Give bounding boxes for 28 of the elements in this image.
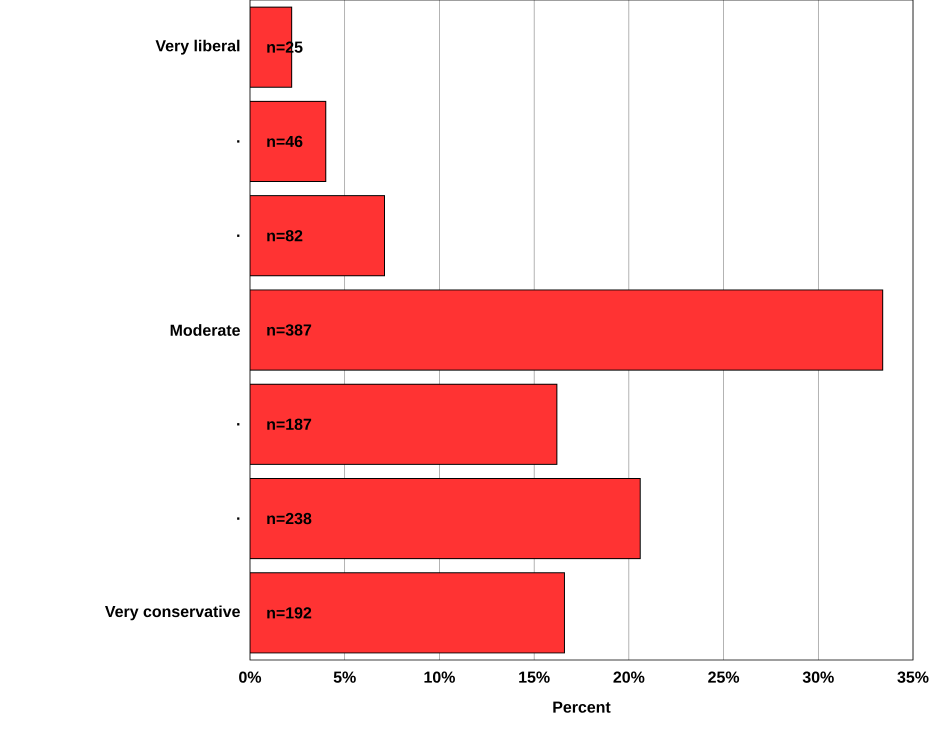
x-tick-label: 30% xyxy=(802,672,834,683)
annotation: n=238 xyxy=(267,512,312,524)
bar xyxy=(250,289,884,371)
y-tick-label: . xyxy=(237,517,240,520)
y-tick-label: Very liberal xyxy=(156,40,240,55)
annotation: n=187 xyxy=(267,418,312,430)
annotation: n=46 xyxy=(267,136,302,148)
y-tick-label: . xyxy=(237,234,240,237)
y-tick-label: . xyxy=(237,140,240,143)
annotation: n=192 xyxy=(267,607,312,619)
x-tick-label: 10% xyxy=(424,672,455,683)
y-tick-label: Very conservative xyxy=(105,605,240,620)
x-tick-label: 0% xyxy=(239,672,262,683)
bar xyxy=(250,195,385,276)
bar xyxy=(250,384,558,465)
x-tick-label: 15% xyxy=(519,672,550,683)
annotation: n=82 xyxy=(267,230,302,242)
x-tick-label: 5% xyxy=(334,672,356,683)
x-tick-label: 25% xyxy=(708,672,740,683)
x-axis-title: Percent xyxy=(553,702,611,713)
bar xyxy=(250,572,565,654)
bar xyxy=(250,478,641,560)
x-tick-label: 20% xyxy=(613,672,644,683)
bar xyxy=(250,100,326,182)
y-tick-label: . xyxy=(237,423,240,426)
annotation: n=387 xyxy=(267,324,312,336)
y-tick-label: Moderate xyxy=(170,324,240,336)
x-tick-label: 35% xyxy=(897,672,929,683)
